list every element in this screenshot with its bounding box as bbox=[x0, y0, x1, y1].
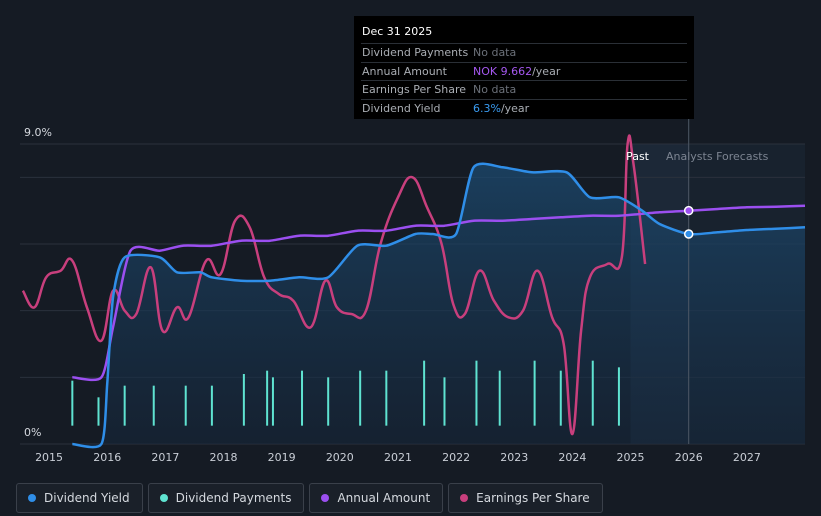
dividend-payment-bar bbox=[123, 385, 126, 426]
legend-dividend-payments[interactable]: Dividend Payments bbox=[147, 483, 305, 513]
legend-label: Dividend Yield bbox=[44, 491, 130, 505]
dividend-yield-line bbox=[72, 162, 806, 449]
dividend-payment-bar bbox=[617, 367, 620, 426]
tooltip-date: Dec 31 2025 bbox=[361, 22, 687, 44]
legend-label: Earnings Per Share bbox=[476, 491, 590, 505]
dividend-payments-dot-icon bbox=[159, 494, 168, 502]
tooltip-label: Earnings Per Share bbox=[362, 83, 467, 97]
dividend-payment-bar bbox=[152, 385, 155, 426]
legend-label: Annual Amount bbox=[337, 491, 431, 505]
dividend-payment-bar bbox=[498, 370, 501, 426]
tooltip-value: No data bbox=[473, 83, 517, 97]
tooltip: Dec 31 2025 Dividend Payments No data An… bbox=[354, 16, 694, 119]
x-tick-label: 2020 bbox=[326, 451, 354, 464]
legend-annual-amount[interactable]: Annual Amount bbox=[309, 483, 444, 513]
dividend-payment-bar bbox=[327, 377, 330, 426]
dividend-payment-bar bbox=[184, 385, 187, 426]
x-axis-ticks: 2015 2016 2017 2018 2019 2020 2021 2022 2023 2024… bbox=[35, 451, 761, 464]
tooltip-label: Dividend Yield bbox=[362, 101, 441, 115]
eps-line bbox=[21, 134, 647, 436]
dividend-payment-bar bbox=[359, 370, 362, 426]
annual-amount-marker[interactable] bbox=[683, 205, 694, 216]
tooltip-label: Annual Amount bbox=[362, 64, 447, 78]
x-tick-label: 2021 bbox=[384, 451, 412, 464]
y-axis-bottom-label: 0% bbox=[24, 426, 41, 439]
annual-amount-line bbox=[72, 204, 806, 382]
forecast-label: Analysts Forecasts bbox=[666, 150, 769, 163]
x-tick-label: 2023 bbox=[500, 451, 528, 464]
dividend-payment-bar bbox=[385, 370, 388, 426]
dividend-payments-bars bbox=[71, 360, 620, 426]
dividend-payment-bar bbox=[443, 377, 446, 426]
tooltip-value-wrap: NOK 9.662/year bbox=[473, 65, 560, 78]
legend-earnings-per-share[interactable]: Earnings Per Share bbox=[448, 483, 603, 513]
dividend-payment-bar bbox=[533, 360, 536, 426]
dividend-yield-marker[interactable] bbox=[683, 229, 694, 239]
dividend-chart: 2015 2016 2017 2018 2019 2020 2021 2022 2023 2024… bbox=[20, 118, 806, 464]
tooltip-row-annual-amount: Annual Amount NOK 9.662/year bbox=[361, 63, 687, 81]
y-axis-top-label: 9.0% bbox=[24, 126, 52, 139]
dividend-payment-bar bbox=[266, 370, 269, 426]
dividend-payment-bar bbox=[475, 360, 478, 426]
dividend-yield-dot-icon bbox=[28, 494, 36, 502]
x-tick-label: 2026 bbox=[675, 451, 703, 464]
dividend-payment-bar bbox=[97, 397, 100, 426]
tooltip-row-dividend-payments: Dividend Payments No data bbox=[361, 44, 687, 63]
legend: Dividend Yield Dividend Payments Annual … bbox=[16, 483, 603, 513]
x-tick-label: 2024 bbox=[558, 451, 586, 464]
dividend-payment-bar bbox=[71, 380, 74, 426]
eps-dot-icon bbox=[460, 494, 469, 502]
dividend-payment-bar bbox=[423, 360, 426, 426]
tooltip-row-eps: Earnings Per Share No data bbox=[361, 81, 687, 100]
x-tick-label: 2022 bbox=[442, 451, 470, 464]
tooltip-label: Dividend Payments bbox=[362, 46, 469, 60]
legend-dividend-yield[interactable]: Dividend Yield bbox=[16, 483, 143, 513]
dividend-payment-bar bbox=[242, 374, 245, 426]
dividend-payment-bar bbox=[271, 377, 274, 426]
x-tick-label: 2025 bbox=[617, 451, 645, 464]
tooltip-row-dividend-yield: Dividend Yield 6.3%/year bbox=[361, 100, 687, 118]
dividend-payment-bar bbox=[591, 360, 594, 426]
x-tick-label: 2016 bbox=[93, 451, 121, 464]
x-tick-label: 2017 bbox=[151, 451, 179, 464]
tooltip-value-wrap: 6.3%/year bbox=[473, 102, 529, 115]
tooltip-suffix: /year bbox=[532, 64, 561, 78]
dividend-payment-bar bbox=[559, 370, 562, 426]
x-tick-label: 2018 bbox=[210, 451, 238, 464]
dividend-payment-bar bbox=[301, 370, 304, 426]
tooltip-suffix: /year bbox=[500, 101, 530, 115]
x-tick-label: 2027 bbox=[733, 451, 761, 464]
annual-amount-dot-icon bbox=[321, 494, 330, 502]
legend-label: Dividend Payments bbox=[175, 491, 292, 505]
dividend-payment-bar bbox=[210, 385, 213, 426]
tooltip-value: No data bbox=[473, 46, 517, 60]
x-tick-label: 2015 bbox=[35, 451, 63, 464]
x-tick-label: 2019 bbox=[268, 451, 296, 464]
dividend-yield-area bbox=[72, 163, 806, 448]
tooltip-value: NOK 9.662 bbox=[473, 64, 533, 78]
tooltip-value: 6.3% bbox=[473, 101, 501, 115]
past-label: Past bbox=[626, 150, 650, 163]
